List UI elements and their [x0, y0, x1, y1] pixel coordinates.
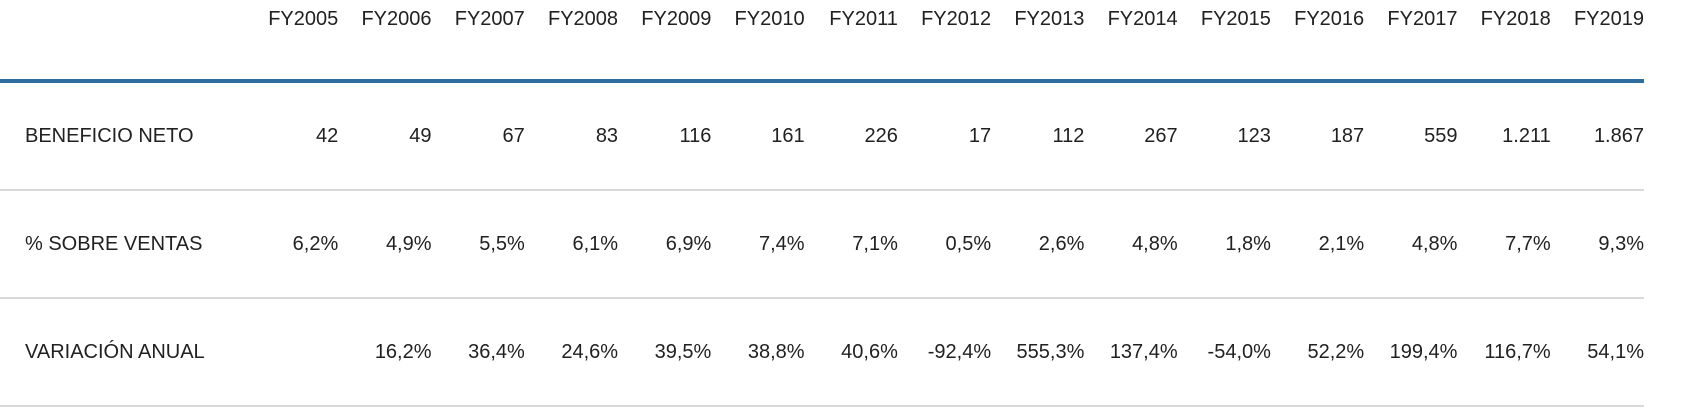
table-cell: 187 — [1270, 81, 1365, 191]
table-row: VARIACIÓN ANUAL 16,2% 36,4% 24,6% 39,5% 38,8%… — [0, 298, 1644, 407]
column-header: FY2013 — [991, 0, 1085, 83]
table-cell: 1,8% — [1177, 190, 1271, 299]
table-cell: 83 — [524, 81, 619, 191]
row-label: VARIACIÓN ANUAL — [0, 298, 245, 407]
table-cell: 161 — [711, 81, 805, 191]
table-cell: 137,4% — [1084, 298, 1178, 407]
table-cell: 7,1% — [804, 190, 898, 299]
table-cell: 6,1% — [524, 190, 619, 299]
table-cell: 2,1% — [1270, 190, 1365, 299]
table-cell: 2,6% — [991, 190, 1085, 299]
column-header: FY2006 — [338, 0, 432, 83]
column-header: FY2017 — [1364, 0, 1458, 83]
table-cell: 0,5% — [897, 190, 992, 299]
table-cell: 24,6% — [524, 298, 619, 407]
table-cell: 49 — [338, 81, 432, 191]
table-cell: 42 — [245, 81, 339, 191]
table-row: % SOBRE VENTAS 6,2% 4,9% 5,5% 6,1% 6,9% 7,4% 7,… — [0, 190, 1644, 299]
table-cell: 4,8% — [1084, 190, 1178, 299]
table-cell: 6,9% — [618, 190, 712, 299]
table-cell: 17 — [897, 81, 992, 191]
table-cell: 52,2% — [1270, 298, 1365, 407]
table-cell: 7,7% — [1457, 190, 1551, 299]
table-cell: -54,0% — [1177, 298, 1271, 407]
table-cell: 67 — [431, 81, 525, 191]
table-cell: 116,7% — [1457, 298, 1551, 407]
column-header: FY2019 — [1550, 0, 1644, 83]
column-header: FY2018 — [1457, 0, 1551, 83]
table-cell: 226 — [804, 81, 898, 191]
table-cell: 123 — [1177, 81, 1271, 191]
column-header: FY2016 — [1270, 0, 1365, 83]
table-cell: 4,9% — [338, 190, 432, 299]
table-cell: 267 — [1084, 81, 1178, 191]
table-row: BENEFICIO NETO 42 49 67 83 116 161 226 17 112 267 1… — [0, 81, 1644, 191]
column-header: FY2007 — [431, 0, 525, 83]
table-cell: 16,2% — [338, 298, 432, 407]
table-cell: 7,4% — [711, 190, 805, 299]
table-cell: 559 — [1364, 81, 1458, 191]
column-header: FY2014 — [1084, 0, 1178, 83]
table-cell: 1.211 — [1457, 81, 1551, 191]
table-cell: 555,3% — [991, 298, 1085, 407]
column-header: FY2005 — [245, 0, 339, 83]
column-header: FY2010 — [711, 0, 805, 83]
table-cell: -92,4% — [897, 298, 992, 407]
column-header: FY2011 — [804, 0, 898, 83]
table-cell: 9,3% — [1550, 190, 1644, 299]
table-cell: 4,8% — [1364, 190, 1458, 299]
row-label: % SOBRE VENTAS — [0, 190, 245, 299]
table-cell: 36,4% — [431, 298, 525, 407]
table-cell: 112 — [991, 81, 1085, 191]
header-row: FY2005 FY2006 FY2007 FY2008 FY2009 FY2010 FY20… — [0, 0, 1644, 83]
table-cell: 38,8% — [711, 298, 805, 407]
table-cell: 6,2% — [245, 190, 339, 299]
column-header: FY2008 — [524, 0, 619, 83]
column-header: FY2012 — [897, 0, 992, 83]
table-cell: 116 — [618, 81, 712, 191]
table-cell: 40,6% — [804, 298, 898, 407]
table-cell: 54,1% — [1550, 298, 1644, 407]
table-cell — [245, 298, 339, 407]
table-cell: 1.867 — [1550, 81, 1644, 191]
table-cell: 5,5% — [431, 190, 525, 299]
corner-cell — [0, 0, 245, 83]
column-header: FY2015 — [1177, 0, 1271, 83]
table-cell: 199,4% — [1364, 298, 1458, 407]
row-label: BENEFICIO NETO — [0, 81, 245, 191]
table-cell: 39,5% — [618, 298, 712, 407]
column-header: FY2009 — [618, 0, 712, 83]
fiscal-year-table: FY2005 FY2006 FY2007 FY2008 FY2009 FY2010 FY20… — [0, 0, 1644, 407]
